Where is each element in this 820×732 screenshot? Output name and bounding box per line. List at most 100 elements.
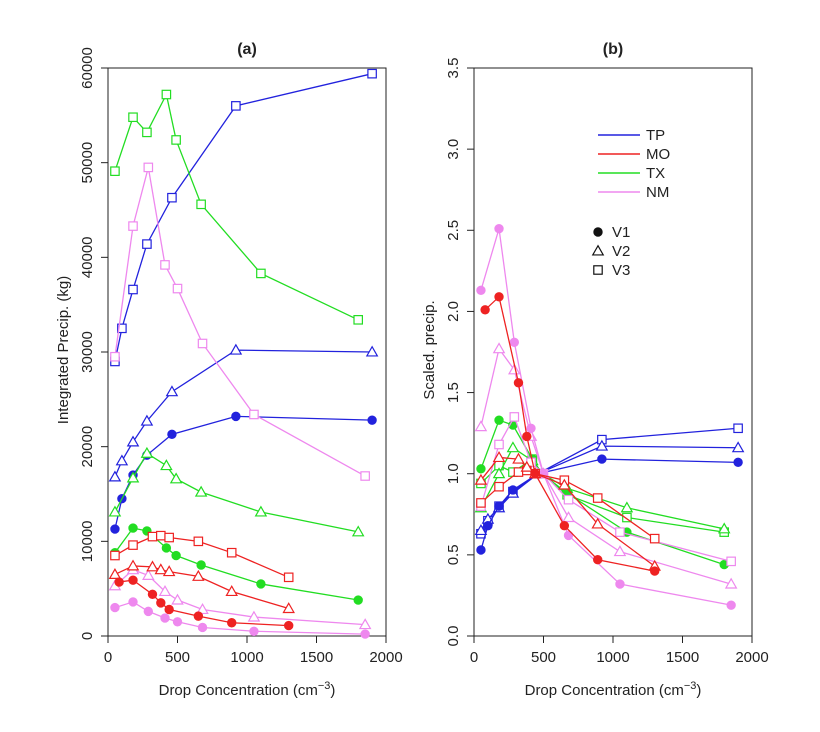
series-tp-v2-b-point (474, 524, 488, 536)
y-tick-label-b: 3.0 (445, 139, 462, 160)
series-nm-v1-b-point (563, 530, 574, 541)
series-mo-v1-b-point (513, 378, 524, 388)
panel-b-plot: 0 500 1000 1500 2000 0.0 0.5 1.0 1.5 2.0 2.5 3.0 3.5 (445, 58, 769, 666)
series-mo-v1-b-point (494, 292, 504, 302)
series-mo-v1-b-line (484, 295, 655, 572)
series-tp-v1-a-line (114, 415, 373, 530)
series-tx-v3-a-point (256, 268, 266, 279)
y-tick-label-a: 0 (79, 632, 96, 640)
series-nm-v3-b-point (615, 527, 625, 537)
series-nm-v1-b-line (480, 228, 732, 606)
series-mo-v1-b-point (559, 520, 570, 531)
series-mo-v2-b-point (520, 460, 534, 472)
series-tx-v2-a-point (169, 472, 183, 484)
series-tp-v2-a-point (229, 343, 243, 355)
series-nm-v3-a-point (110, 351, 120, 362)
series-nm-v1-b-point (494, 223, 504, 234)
series-nm-v1-a-point (128, 597, 138, 607)
series-tp-v2-a-point (140, 414, 154, 426)
series-tx-v2-a-line (114, 452, 359, 533)
series-mo-v1-a-point (164, 604, 174, 615)
series-tx-v1-b-point (494, 415, 504, 425)
x-tick-label-a: 1500 (300, 649, 333, 666)
series-tp-v1-a-point (110, 524, 120, 534)
series-mo-v2-a-point (162, 565, 176, 577)
series-tx-v3-a-point (128, 112, 138, 123)
x-tick-label-b: 500 (531, 649, 556, 666)
x-tick-label-b: 2000 (735, 649, 768, 666)
series-mo-v2-a-point (192, 569, 205, 581)
series-nm-v1-b-point (476, 285, 486, 296)
series-nm-v1-a-point (110, 602, 120, 613)
series-nm-v1-a-point (172, 617, 183, 627)
series-tp-v1-a-point (231, 411, 241, 422)
series-mo-v1-a-point (114, 577, 124, 587)
series-nm-v1-a-point (143, 606, 154, 617)
series-mo-v2-b-point (591, 517, 604, 529)
series-tp-v3-a-line (114, 73, 373, 362)
series-nm-v3-a-point (160, 260, 170, 270)
series-mo-v1-b-point (480, 305, 490, 315)
series-mo-v2-a-point (225, 585, 238, 597)
panel-a-title: (a) (237, 41, 257, 58)
legend-label-v1: V1 (612, 224, 630, 241)
series-tx-v1-a-point (256, 579, 266, 589)
series-tx-v2-a-point (160, 459, 173, 471)
y-tick-label-a: 20000 (79, 426, 96, 468)
series-tx-v1-b-point (476, 464, 486, 474)
series-mo-v2-a-point (154, 563, 168, 575)
series-mo-v2-b-point (492, 451, 506, 463)
y-tick-label-b: 0.0 (445, 626, 462, 647)
series-tx-v2-a-point (108, 505, 122, 517)
series-nm-v2-b-point (724, 577, 738, 589)
panel-b: (b) 0 500 1000 1500 2000 0.0 0.5 1.0 1.5 2.0 2.5 3.… (421, 41, 769, 699)
series-tp-v3-a-point (231, 101, 241, 111)
series-nm-v1-b-point (726, 600, 736, 610)
series-tx-v2-b-point (506, 441, 520, 453)
y-tick-label-a: 40000 (79, 236, 96, 278)
series-mo-v1-a-point (156, 598, 166, 608)
series-tp-v3-b-line (480, 427, 739, 535)
y-tick-label-b: 3.5 (445, 58, 462, 79)
series-tp-v1-b-point (483, 520, 493, 531)
series-mo-v2-a-point (282, 602, 295, 614)
series-nm-v3-b-point (509, 412, 520, 422)
series-tp-v3-a-point (367, 68, 377, 79)
series-mo-v2-b-point (474, 473, 488, 485)
panel-b-ylabel: Scaled. precip. (421, 300, 438, 399)
series-mo-v3-a-point (128, 540, 138, 550)
series-nm-v1-a-point (360, 629, 370, 639)
series-mo-v1-a-point (147, 589, 158, 600)
series-tx-v3-b-point (622, 512, 632, 523)
legend-label-mo: MO (646, 146, 670, 163)
series-nm-v3-a-point (172, 283, 183, 294)
series-tx-v3-a-point (353, 315, 363, 325)
series-nm-v2-b-point (562, 511, 575, 523)
series-mo-v3-a-point (283, 572, 294, 583)
legend-label-tp: TP (646, 127, 665, 144)
x-tick-label-a: 2000 (369, 649, 402, 666)
series-mo-v2-b-point (558, 478, 571, 490)
series-tx-v3-a-point (171, 135, 181, 145)
series-tx-v2-b-point (492, 467, 506, 479)
series-tx-v3-a-point (196, 199, 206, 210)
series-mo-v2-a-point (146, 560, 159, 572)
legend-marker-v3 (593, 265, 603, 275)
series-nm-v2-a-point (158, 585, 172, 597)
y-tick-label-a: 60000 (79, 47, 96, 89)
series-nm-v3-a-point (249, 409, 259, 420)
series-tx-v1-a-point (161, 543, 172, 553)
y-tick-label-a: 10000 (79, 520, 96, 562)
x-tick-label-a: 0 (104, 649, 112, 666)
series-mo-v2-a-point (108, 568, 122, 580)
legend-label-nm: NM (646, 184, 669, 201)
series-nm-v2-b-point (613, 545, 627, 557)
series-tp-v3-a-point (142, 239, 152, 249)
series-tx-v2-a-point (351, 525, 365, 537)
series-nm-v2-b-point (492, 342, 506, 354)
series-tp-v2-a-point (365, 345, 379, 357)
series-tx-v1-a-point (171, 550, 181, 561)
series-nm-v1-a-point (160, 613, 170, 623)
series-tx-v1-a-point (128, 523, 138, 533)
